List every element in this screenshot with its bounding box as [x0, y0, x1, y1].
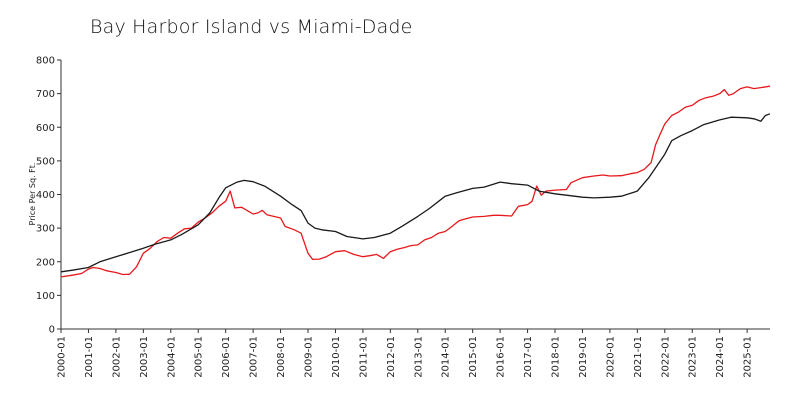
x-tick-label: 2012-01: [386, 336, 397, 378]
y-tick-label: 600: [36, 123, 55, 134]
x-tick-label: 2003-01: [139, 336, 150, 378]
x-tick-label: 2014-01: [441, 336, 452, 378]
x-tick-label: 2018-01: [551, 336, 562, 378]
x-tick-label: 2020-01: [605, 336, 616, 378]
y-tick-label: 300: [36, 224, 55, 235]
x-tick-label: 2004-01: [166, 336, 177, 378]
x-tick-label: 2015-01: [468, 336, 479, 378]
x-tick-label: 2019-01: [578, 336, 589, 378]
series-lines: [60, 85, 771, 278]
x-tick-label: 2013-01: [413, 336, 424, 378]
x-tick-label: 2021-01: [633, 336, 644, 378]
series-line-1: [60, 85, 771, 278]
series-line-2: [60, 113, 771, 273]
y-tick-label: 0: [49, 325, 55, 336]
y-axis-label: Price Per Sq. Ft.: [28, 163, 37, 226]
axes: 0 100 200 300 400 500 600 700 800 2000-01 2001-01 2…: [36, 56, 770, 378]
x-tick-label: 2002-01: [111, 336, 122, 378]
x-tick-label: 2011-01: [358, 336, 369, 378]
x-tick-label: 2006-01: [221, 336, 232, 378]
y-tick-label: 100: [36, 291, 55, 302]
x-tick-label: 2008-01: [276, 336, 287, 378]
y-tick-label: 800: [36, 56, 55, 67]
x-tick-label: 2010-01: [331, 336, 342, 378]
x-tick-label: 2000-01: [57, 336, 68, 378]
chart-title: Bay Harbor Island vs Miami-Dade: [90, 16, 413, 38]
x-tick-label: 2022-01: [660, 336, 671, 378]
x-tick-label: 2023-01: [688, 336, 699, 378]
y-tick-label: 400: [36, 190, 55, 201]
x-tick-label: 2009-01: [304, 336, 315, 378]
x-tick-label: 2005-01: [194, 336, 205, 378]
x-tick-label: 2016-01: [496, 336, 507, 378]
y-tick-label: 700: [36, 89, 55, 100]
x-tick-label: 2001-01: [84, 336, 95, 378]
x-tick-label: 2007-01: [249, 336, 260, 378]
y-tick-label: 500: [36, 156, 55, 167]
y-tick-label: 200: [36, 257, 55, 268]
x-tick-label: 2024-01: [715, 336, 726, 378]
x-tick-label: 2025-01: [743, 336, 754, 378]
x-tick-label: 2017-01: [523, 336, 534, 378]
